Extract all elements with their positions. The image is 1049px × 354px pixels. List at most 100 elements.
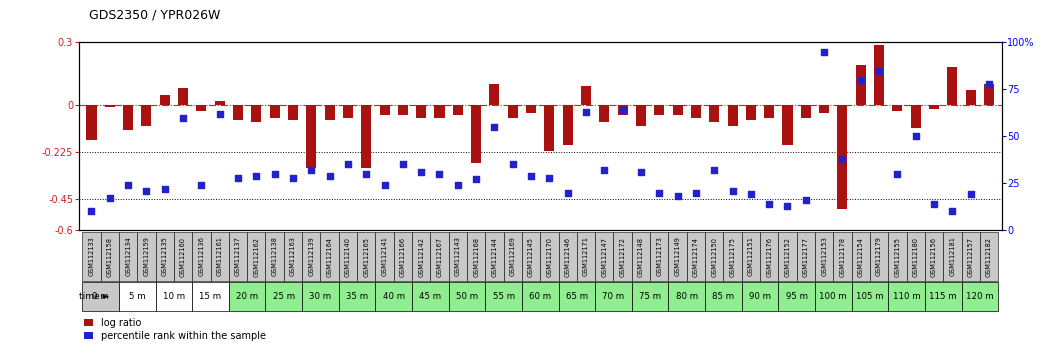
Text: 75 m: 75 m [639,292,661,301]
FancyBboxPatch shape [962,282,999,311]
FancyBboxPatch shape [540,232,558,281]
FancyBboxPatch shape [852,282,889,311]
Bar [618,105,627,115]
Bar [86,105,97,141]
Text: GSM112148: GSM112148 [638,236,644,276]
Text: 25 m: 25 m [273,292,295,301]
Bar [764,105,774,118]
Point [377,182,393,188]
Bar [636,105,646,126]
Bar [453,105,463,115]
Bar [196,105,207,111]
FancyBboxPatch shape [119,232,137,281]
FancyBboxPatch shape [119,282,155,311]
Point [797,197,814,203]
Text: GSM112145: GSM112145 [528,236,534,276]
FancyBboxPatch shape [486,282,522,311]
Bar [416,105,426,118]
Text: 60 m: 60 m [529,292,552,301]
Text: GSM112134: GSM112134 [125,236,131,276]
Text: 100 m: 100 m [819,292,848,301]
FancyBboxPatch shape [870,232,889,281]
FancyBboxPatch shape [761,232,778,281]
Text: GSM112160: GSM112160 [180,236,186,276]
Text: GSM112176: GSM112176 [766,236,772,276]
Point [102,195,119,201]
Text: GSM112173: GSM112173 [657,236,662,276]
Text: GSM112156: GSM112156 [932,236,937,276]
Text: GSM112154: GSM112154 [858,236,863,276]
Text: 10 m: 10 m [163,292,185,301]
Point [907,133,924,139]
Point [486,124,502,130]
Text: GSM112180: GSM112180 [913,236,919,276]
Text: GSM112158: GSM112158 [107,236,113,276]
Text: GSM112175: GSM112175 [729,236,735,276]
Text: GSM112146: GSM112146 [564,236,571,276]
Bar [544,105,555,151]
FancyBboxPatch shape [778,232,796,281]
Point [834,156,851,162]
Text: GSM112152: GSM112152 [785,236,791,276]
Text: GSM112166: GSM112166 [400,236,406,276]
Text: GSM112140: GSM112140 [345,236,351,276]
Text: 120 m: 120 m [966,292,993,301]
FancyBboxPatch shape [522,282,558,311]
Bar [562,105,573,145]
Bar [893,105,902,111]
FancyBboxPatch shape [357,232,376,281]
FancyBboxPatch shape [577,232,595,281]
Text: GSM112181: GSM112181 [949,236,956,276]
FancyBboxPatch shape [631,282,668,311]
Text: GSM112153: GSM112153 [821,236,827,276]
FancyBboxPatch shape [302,232,320,281]
Bar [947,68,958,105]
Text: GSM112168: GSM112168 [473,236,479,276]
Bar [233,105,243,120]
Point [211,111,228,116]
Point [230,175,247,181]
FancyBboxPatch shape [925,232,943,281]
FancyBboxPatch shape [668,232,687,281]
Bar [672,105,683,115]
Bar [252,105,261,122]
Bar [691,105,701,118]
Bar [380,105,389,115]
Point [559,190,576,195]
Point [522,173,539,178]
Point [193,182,210,188]
Bar [142,105,151,126]
Text: 55 m: 55 m [493,292,515,301]
FancyBboxPatch shape [430,232,449,281]
Text: GSM112179: GSM112179 [876,236,882,276]
Text: 85 m: 85 m [712,292,734,301]
FancyBboxPatch shape [705,232,724,281]
FancyBboxPatch shape [174,232,192,281]
Text: GSM112174: GSM112174 [693,236,699,276]
Legend: log ratio, percentile rank within the sample: log ratio, percentile rank within the sa… [84,318,266,341]
Bar [306,105,317,167]
Bar [856,65,865,105]
Text: 65 m: 65 m [565,292,587,301]
FancyBboxPatch shape [192,282,229,311]
FancyBboxPatch shape [339,232,357,281]
Bar [984,84,994,105]
Point [944,209,961,214]
Text: GSM112161: GSM112161 [217,236,222,276]
FancyBboxPatch shape [522,232,540,281]
Text: GSM112165: GSM112165 [363,236,369,276]
Point [650,190,667,195]
FancyBboxPatch shape [82,282,119,311]
FancyBboxPatch shape [137,232,155,281]
FancyBboxPatch shape [796,232,815,281]
FancyBboxPatch shape [778,282,815,311]
Bar [874,45,884,105]
Point [340,161,357,167]
Point [413,169,430,175]
Text: GSM112155: GSM112155 [895,236,900,276]
Point [449,182,466,188]
Text: GSM112151: GSM112151 [748,236,754,276]
FancyBboxPatch shape [412,232,430,281]
Bar [599,105,609,122]
FancyBboxPatch shape [852,232,870,281]
